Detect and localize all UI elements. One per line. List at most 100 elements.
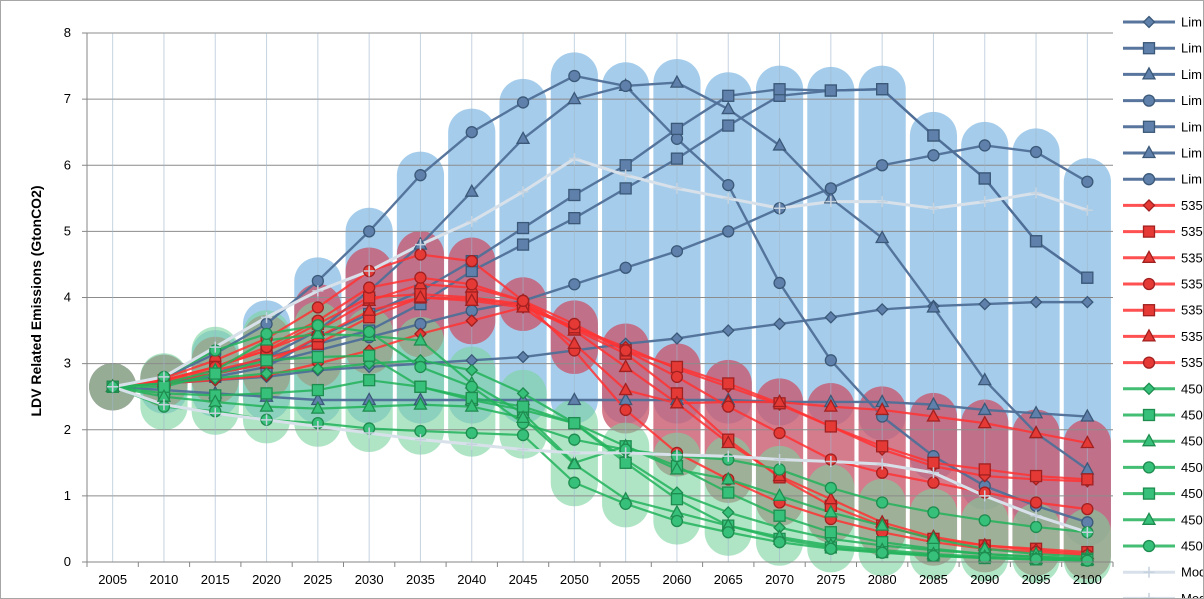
point-lim-pol-scen7-2085 <box>927 149 940 162</box>
point-lim-pol-scen5-2075 <box>824 84 837 97</box>
x-tick-label: 2040 <box>457 572 486 587</box>
x-tick-label: 2015 <box>201 572 230 587</box>
legend-entry-label: Lim Pol Scen1 <box>1181 15 1203 30</box>
point-450ppm-scen5-2025 <box>311 350 325 364</box>
point-450ppm-scen4-2025 <box>311 319 325 332</box>
point-450ppm-scen4-2095 <box>1029 520 1043 534</box>
legend-entry-label: 535ppm Scen6 <box>1181 329 1203 344</box>
legend-swatch-marker <box>1142 539 1156 553</box>
point-450ppm-scen7-2080 <box>876 546 889 559</box>
point-lim-pol-scen5-2065 <box>722 89 735 102</box>
point-450ppm-scen3-2080 <box>875 517 890 531</box>
point-lim-pol-scen2-2055 <box>619 182 632 195</box>
point-450ppm-scen4-2075 <box>824 481 837 495</box>
point-mod-pol-max-2100 <box>1081 204 1093 216</box>
point-lim-pol-scen4-2050 <box>568 69 581 83</box>
x-tick-label: 2025 <box>303 572 332 587</box>
point-450ppm-scen6-2030 <box>362 398 377 412</box>
legend-entry-label: 450ppm Scen6 <box>1181 512 1203 527</box>
x-tick-label: 2075 <box>816 572 845 587</box>
point-450ppm-scen1-2020 <box>260 367 273 380</box>
series-line-lim-pol-scen4 <box>112 74 1088 524</box>
point-450ppm-scen3-2035 <box>413 332 428 346</box>
legend-entry-label: 450ppm Scen2 <box>1181 408 1203 423</box>
point-450ppm-scen2-2020 <box>260 387 273 400</box>
x-tick-label: 2070 <box>765 572 794 587</box>
point-lim-pol-scen2-2065 <box>722 119 735 132</box>
point-mod-pol-max-2095 <box>1030 187 1042 199</box>
legend-entry-label: 535ppm Scen5 <box>1181 303 1203 318</box>
series-lines <box>112 74 1089 562</box>
legend-entry-label: Lim Pol Scen2 <box>1181 41 1203 56</box>
x-tick-label: 2060 <box>662 572 691 587</box>
x-tick-label: 2030 <box>355 572 384 587</box>
point-lim-pol-scen7-2060 <box>670 245 684 258</box>
x-tick-label: 2100 <box>1073 572 1102 587</box>
point-450ppm-scen4-2035 <box>414 360 427 374</box>
point-450ppm-scen3-2070 <box>772 488 787 502</box>
point-mod-pol-min-2060 <box>671 449 683 461</box>
point-lim-pol-scen5-2100 <box>1081 271 1094 284</box>
point-mod-pol-max-2015 <box>209 341 221 353</box>
series-markers <box>105 69 1095 567</box>
point-450ppm-scen4-2040 <box>465 380 478 393</box>
point-mod-pol-min-2080 <box>876 458 888 470</box>
point-450ppm-scen7-2075 <box>824 542 837 555</box>
point-mod-pol-min-2090 <box>979 490 991 502</box>
point-mod-pol-max-2025 <box>312 285 324 297</box>
point-lim-pol-scen6-2095 <box>1028 405 1044 419</box>
legend-swatch-marker <box>1142 356 1156 369</box>
point-450ppm-scen3-2025 <box>310 326 325 340</box>
point-lim-pol-scen7-2090 <box>978 139 991 152</box>
point-lim-pol-scen4-2045 <box>516 96 530 109</box>
series-line-mod-pol-min <box>112 385 1088 534</box>
point-535ppm-scen7-2070 <box>773 426 786 440</box>
point-mod-pol-max-2070 <box>774 202 786 214</box>
point-lim-pol-scen3-2045 <box>515 130 531 144</box>
point-lim-pol-scen3-2085 <box>926 299 941 313</box>
point-535ppm-scen6-2050 <box>567 335 582 349</box>
point-450ppm-scen5-2055 <box>619 456 632 469</box>
legend-entry-label: 535ppm Scen1 <box>1181 198 1203 213</box>
point-mod-pol-min-2035 <box>414 434 426 446</box>
point-lim-pol-scen4-2075 <box>824 354 837 367</box>
point-450ppm-scen7-2095 <box>1029 553 1043 566</box>
legend-swatch-marker <box>1142 382 1156 396</box>
legend-swatch-marker <box>1142 198 1156 212</box>
y-tick-label: 7 <box>64 91 71 106</box>
y-tick-label: 0 <box>64 554 71 569</box>
point-535ppm-scen5-2085 <box>927 456 940 469</box>
legend-swatch-marker <box>1141 249 1157 263</box>
point-535ppm-scen7-2050 <box>568 317 581 331</box>
series-line-lim-pol-scen7 <box>112 144 1088 388</box>
point-450ppm-scen4-2020 <box>260 327 273 341</box>
x-tick-label: 2055 <box>611 572 640 587</box>
legend-entry-label: 450ppm Scen3 <box>1181 434 1203 449</box>
point-mod-pol-max-2040 <box>466 215 478 227</box>
point-535ppm-scen6-2100 <box>1080 435 1095 449</box>
series-line-mod-pol-max <box>112 157 1088 389</box>
x-tick-label: 2045 <box>509 572 538 587</box>
point-mod-pol-max-2060 <box>671 182 683 194</box>
point-mod-pol-min-2050 <box>568 447 580 459</box>
point-450ppm-scen2-2070 <box>773 509 786 522</box>
point-mod-pol-max-2055 <box>620 169 632 181</box>
point-lim-pol-scen7-2075 <box>824 182 837 195</box>
point-535ppm-scen6-2090 <box>977 415 992 429</box>
point-450ppm-scen2-2065 <box>722 486 735 499</box>
legend-entry-label: 535ppm Scen7 <box>1181 355 1203 370</box>
point-450ppm-scen5-2020 <box>260 354 273 367</box>
point-lim-pol-scen4-2030 <box>362 225 376 238</box>
point-mod-pol-min-2045 <box>517 444 529 456</box>
legend-entry-label: 535ppm Scen2 <box>1181 224 1203 239</box>
point-535ppm-scen4-2040 <box>465 254 478 268</box>
point-lim-pol-scen7-2050 <box>568 278 581 291</box>
point-mod-pol-min-2015 <box>209 407 221 419</box>
uncertainty-bands <box>89 52 1111 585</box>
point-lim-pol-scen7-2055 <box>619 261 632 274</box>
point-mod-pol-min-2100 <box>1081 526 1093 538</box>
point-lim-pol-scen5-2050 <box>568 188 581 202</box>
point-mod-pol-min-2025 <box>312 420 324 432</box>
y-tick-label: 1 <box>64 488 71 503</box>
